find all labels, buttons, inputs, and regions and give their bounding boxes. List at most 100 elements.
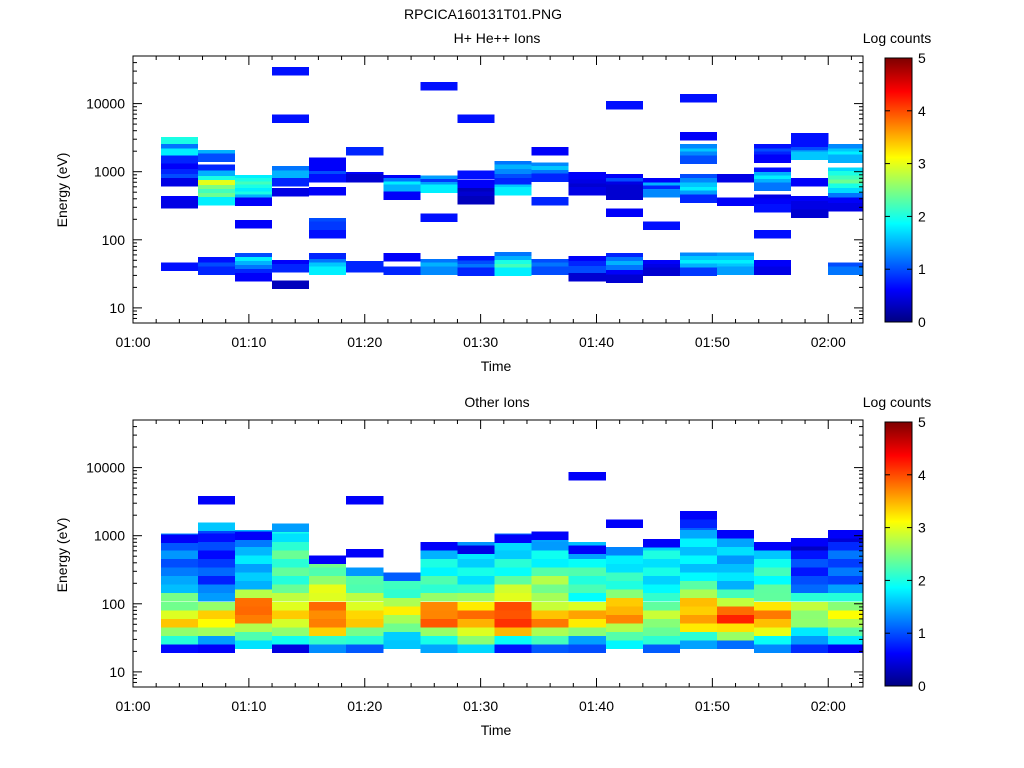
heatmap-cell bbox=[309, 266, 347, 276]
heatmap-cell bbox=[309, 627, 347, 636]
x-tick-label: 01:50 bbox=[695, 334, 730, 350]
heatmap-cell bbox=[754, 230, 792, 239]
heatmap-cell bbox=[531, 627, 569, 636]
colorbar-segment bbox=[885, 558, 912, 561]
y-tick-label: 10 bbox=[109, 300, 125, 316]
colorbar-segment bbox=[885, 270, 912, 273]
heatmap-cell bbox=[494, 559, 532, 568]
heatmap-cell bbox=[457, 545, 495, 555]
heatmap-cell bbox=[494, 164, 532, 174]
colorbar-segment bbox=[885, 490, 912, 493]
heatmap-cell bbox=[383, 191, 421, 201]
colorbar-segment bbox=[885, 554, 912, 557]
heatmap-cell bbox=[494, 593, 532, 602]
x-tick-label: 01:00 bbox=[115, 334, 150, 350]
heatmap-cell bbox=[679, 144, 717, 153]
heatmap-cell bbox=[531, 550, 569, 560]
heatmap-cell bbox=[420, 550, 458, 560]
colorbar-segment bbox=[885, 230, 912, 233]
colorbar-segment bbox=[885, 242, 912, 245]
colorbar-segment bbox=[885, 78, 912, 81]
heatmap-cell bbox=[754, 627, 792, 636]
heatmap-cell bbox=[309, 635, 347, 645]
colorbar-segment bbox=[885, 166, 912, 169]
colorbar-segment bbox=[885, 494, 912, 497]
heatmap-cell bbox=[494, 550, 532, 560]
heatmap-cell bbox=[828, 559, 863, 568]
heatmap-cell bbox=[717, 530, 755, 539]
colorbar-segment bbox=[885, 188, 912, 191]
heatmap-cell bbox=[605, 632, 643, 641]
heatmap-cell bbox=[160, 550, 198, 560]
colorbar-segment bbox=[885, 578, 912, 581]
heatmap-cell bbox=[383, 606, 421, 615]
heatmap-cell bbox=[531, 266, 569, 276]
heatmap-cell bbox=[828, 644, 863, 653]
heatmap-cell bbox=[420, 593, 458, 602]
heatmap-cell bbox=[828, 601, 863, 611]
colorbar-segment bbox=[885, 512, 912, 515]
heatmap-cell bbox=[642, 635, 680, 645]
colorbar-segment bbox=[885, 600, 912, 603]
heatmap-cell bbox=[754, 144, 792, 153]
heatmap-cell bbox=[754, 167, 792, 176]
colorbar-segment bbox=[885, 440, 912, 443]
heatmap-cell bbox=[235, 264, 273, 274]
heatmap-cell bbox=[197, 593, 235, 602]
colorbar-segment bbox=[885, 562, 912, 565]
heatmap-cell bbox=[791, 610, 829, 619]
heatmap-cell bbox=[791, 644, 829, 653]
heatmap-cell bbox=[828, 171, 863, 180]
heatmap-cell bbox=[309, 593, 347, 602]
heatmap-cell bbox=[457, 559, 495, 568]
heatmap-cell bbox=[531, 531, 569, 540]
x-tick-label: 01:10 bbox=[231, 334, 266, 350]
heatmap-cell bbox=[457, 576, 495, 585]
colorbar-segment bbox=[885, 286, 912, 289]
heatmap-cell bbox=[197, 635, 235, 645]
colorbar-segment bbox=[885, 610, 912, 613]
heatmap-cell bbox=[717, 538, 755, 547]
heatmap-cell bbox=[197, 576, 235, 585]
heatmap-cell bbox=[679, 194, 717, 203]
heatmap-cell bbox=[309, 555, 347, 565]
colorbar-segment bbox=[885, 428, 912, 431]
heatmap-cell bbox=[197, 567, 235, 577]
heatmap-cell bbox=[642, 610, 680, 619]
heatmap-cell bbox=[828, 187, 863, 197]
colorbar-segment bbox=[885, 612, 912, 615]
colorbar-segment bbox=[885, 132, 912, 135]
heatmap-cell bbox=[160, 137, 198, 146]
colorbar-segment bbox=[885, 676, 912, 679]
colorbar-segment bbox=[885, 162, 912, 165]
colorbar-segment bbox=[885, 484, 912, 487]
heatmap-cell bbox=[679, 132, 717, 141]
heatmap-cell bbox=[605, 546, 643, 556]
y-tick-label: 100 bbox=[102, 596, 126, 612]
colorbar-segment bbox=[885, 650, 912, 653]
heatmap-cell bbox=[568, 545, 606, 555]
colorbar-segment bbox=[885, 580, 912, 583]
heatmap-cell bbox=[679, 267, 717, 276]
colorbar-segment bbox=[885, 200, 912, 203]
heatmap-cell bbox=[679, 606, 717, 615]
x-axis-label: Time bbox=[481, 358, 512, 374]
heatmap-cell bbox=[309, 618, 347, 628]
heatmap-cell bbox=[531, 635, 569, 645]
heatmap-cell bbox=[605, 191, 643, 201]
heatmap-cell bbox=[717, 606, 755, 615]
heatmap-cell bbox=[457, 610, 495, 619]
heatmap-cell bbox=[754, 550, 792, 560]
colorbar-segment bbox=[885, 450, 912, 453]
colorbar-segment bbox=[885, 228, 912, 231]
colorbar-segment bbox=[885, 658, 912, 661]
heatmap-cell bbox=[420, 584, 458, 594]
colorbar-segment bbox=[885, 532, 912, 535]
colorbar-segment bbox=[885, 616, 912, 619]
colorbar-segment bbox=[885, 534, 912, 537]
heatmap-cells bbox=[160, 66, 863, 289]
axes: 01:00 01:10 01:20 01:30 01:40 01:50 02:00 10 100… bbox=[86, 419, 864, 714]
heatmap-cell bbox=[272, 178, 310, 187]
colorbar-segment bbox=[885, 500, 912, 503]
heatmap-cell bbox=[272, 187, 310, 197]
